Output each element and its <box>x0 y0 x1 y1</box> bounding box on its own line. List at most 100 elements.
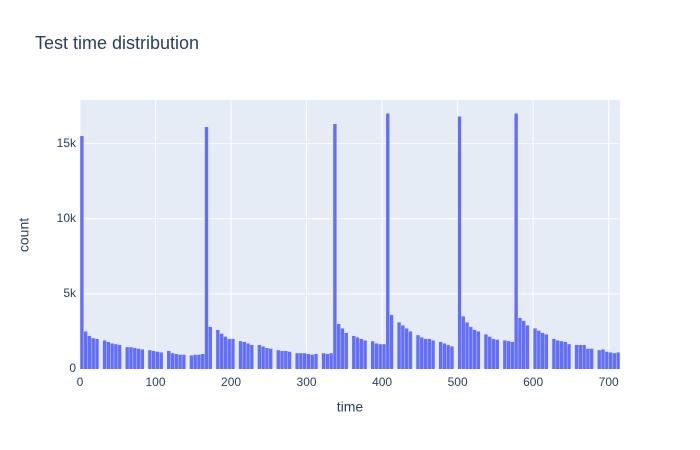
bar <box>608 352 613 369</box>
bar <box>95 338 99 369</box>
bar <box>359 338 364 369</box>
bar <box>333 124 337 369</box>
bar <box>438 341 443 369</box>
bar <box>167 350 171 369</box>
bar <box>427 338 431 369</box>
bar <box>208 326 212 369</box>
bar <box>420 337 424 369</box>
bar <box>472 329 477 369</box>
bar <box>219 333 224 369</box>
bar <box>117 344 122 369</box>
bar <box>514 113 518 369</box>
bar <box>476 331 481 369</box>
bar <box>125 347 129 369</box>
bar <box>556 340 560 369</box>
bar <box>182 354 186 369</box>
bar <box>110 343 114 369</box>
y-tick-label: 0 <box>69 361 76 375</box>
bar <box>378 344 382 369</box>
bar <box>299 353 303 369</box>
bar <box>559 341 564 369</box>
bar <box>589 348 594 369</box>
bar <box>80 136 84 369</box>
bar <box>106 341 111 369</box>
bar <box>484 334 488 369</box>
bar <box>325 353 330 369</box>
bar <box>284 350 288 369</box>
y-tick-label: 10k <box>57 211 77 225</box>
bar <box>491 338 496 369</box>
bar <box>136 348 141 369</box>
bar <box>401 325 405 369</box>
bar <box>533 328 537 369</box>
bar <box>355 337 360 369</box>
bar <box>133 347 137 369</box>
bar <box>495 339 499 369</box>
bar <box>159 352 163 369</box>
bar <box>404 328 409 369</box>
bar <box>204 127 209 369</box>
bar <box>246 343 250 369</box>
bar <box>469 326 473 369</box>
bar <box>257 344 262 369</box>
x-tick-label: 100 <box>146 375 166 389</box>
y-tick-label: 5k <box>63 286 77 300</box>
bar <box>193 354 197 369</box>
bar <box>201 353 205 369</box>
bar <box>457 116 462 369</box>
bar <box>280 350 284 369</box>
x-tick-label: 400 <box>372 375 392 389</box>
bar <box>540 332 545 369</box>
bar <box>374 343 379 369</box>
bar <box>174 353 178 369</box>
x-axis-label: time <box>337 399 364 415</box>
bar <box>265 347 269 369</box>
bar <box>578 344 583 369</box>
bar <box>397 322 401 369</box>
x-tick-label: 600 <box>523 375 543 389</box>
bar <box>488 336 492 369</box>
bar <box>310 354 314 369</box>
bar <box>423 338 428 369</box>
bar <box>178 354 182 369</box>
bar <box>518 317 522 369</box>
bar <box>431 340 435 369</box>
bar <box>87 335 92 369</box>
bar <box>544 334 549 369</box>
bar <box>91 338 95 369</box>
x-tick-label: 0 <box>77 375 84 389</box>
bar <box>170 353 175 369</box>
bar <box>465 322 469 369</box>
bar <box>321 353 326 369</box>
bar <box>189 355 194 369</box>
bar <box>503 340 507 369</box>
bar <box>586 348 590 369</box>
bar <box>408 331 413 369</box>
bar <box>525 325 530 369</box>
bar <box>352 335 356 369</box>
bar <box>363 340 367 369</box>
bar <box>386 113 390 369</box>
bar <box>227 338 231 369</box>
bar <box>537 330 541 369</box>
bar <box>522 320 526 369</box>
bar <box>216 329 220 369</box>
x-tick-label: 500 <box>448 375 468 389</box>
bar <box>151 350 156 369</box>
bar <box>597 350 601 369</box>
plot-area <box>80 100 620 369</box>
bar <box>231 338 235 369</box>
bar <box>340 328 345 369</box>
bar <box>114 344 118 369</box>
bar <box>302 353 307 369</box>
bar <box>242 341 246 369</box>
bar <box>102 340 107 369</box>
y-axis-label: count <box>16 218 32 252</box>
x-tick-label: 700 <box>599 375 619 389</box>
bar <box>612 353 617 369</box>
bar <box>223 336 228 369</box>
bar <box>276 350 280 369</box>
bar <box>416 335 420 369</box>
bar <box>567 344 571 369</box>
